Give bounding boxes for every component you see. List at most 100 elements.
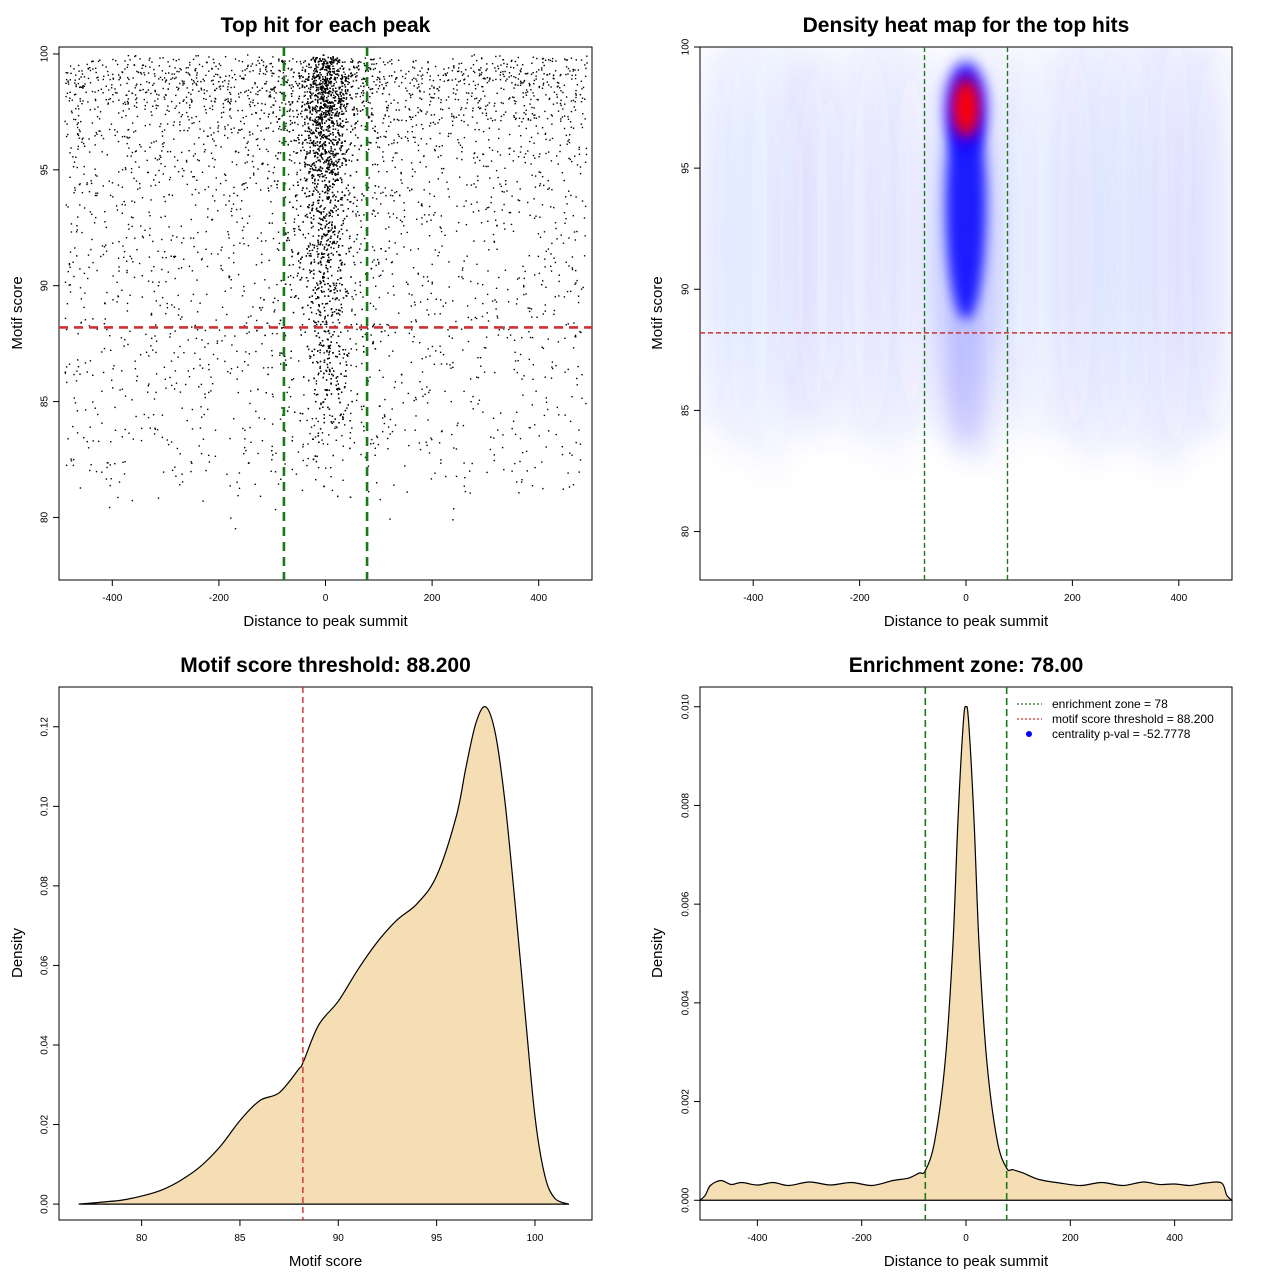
scatter-point — [562, 108, 564, 110]
scatter-point — [363, 214, 365, 216]
scatter-point — [568, 237, 570, 239]
scatter-point — [154, 335, 156, 337]
scatter-point — [226, 473, 228, 475]
scatter-point — [257, 90, 259, 93]
scatter-point — [466, 255, 468, 257]
scatter-point — [320, 403, 322, 406]
scatter-point — [502, 102, 504, 105]
scatter-point — [562, 242, 565, 244]
scatter-point — [324, 323, 326, 326]
scatter-point — [153, 433, 156, 435]
scatter-point — [509, 334, 512, 336]
scatter-point — [86, 63, 88, 66]
scatter-point — [115, 60, 117, 62]
scatter-point — [556, 238, 558, 240]
scatter-point — [126, 82, 128, 85]
scatter-point — [505, 80, 507, 82]
scatter-point — [348, 148, 350, 150]
scatter-point — [313, 76, 315, 79]
scatter-point — [472, 70, 475, 72]
scatter-point — [131, 225, 133, 228]
scatter-point — [371, 63, 373, 65]
scatter-point — [101, 422, 103, 424]
scatter-point — [65, 82, 67, 84]
scatter-point — [519, 84, 522, 86]
scatter-point — [180, 69, 182, 71]
scatter-point — [195, 83, 197, 85]
scatter-point — [130, 168, 133, 170]
scatter-point — [196, 72, 198, 74]
scatter-point — [222, 103, 224, 105]
scatter-point — [382, 417, 384, 419]
scatter-point — [429, 75, 431, 77]
scatter-point — [457, 99, 460, 101]
scatter-point — [265, 148, 268, 151]
scatter-point — [386, 323, 388, 326]
scatter-point — [377, 258, 379, 261]
scatter-point — [148, 355, 150, 357]
scatter-point — [161, 414, 164, 416]
scatter-point — [513, 76, 515, 78]
scatter-point — [500, 119, 502, 122]
scatter-point — [578, 148, 580, 151]
scatter-point — [273, 72, 275, 75]
scatter-point — [394, 191, 396, 194]
scatter-point — [71, 99, 73, 101]
scatter-point — [265, 240, 267, 242]
scatter-point — [579, 166, 582, 168]
scatter-point — [539, 185, 541, 187]
scatter-point — [451, 433, 453, 436]
scatter-point — [286, 110, 288, 113]
scatter-point — [296, 171, 298, 174]
scatter-point — [69, 251, 72, 253]
scatter-point — [532, 56, 534, 58]
scatter-point — [361, 199, 363, 201]
scatter-point — [391, 160, 394, 162]
scatter-point — [394, 424, 397, 426]
scatter-point — [102, 185, 104, 187]
scatter-point — [564, 414, 566, 416]
scatter-point — [488, 249, 490, 251]
scatter-point — [230, 98, 232, 100]
scatter-point — [485, 165, 487, 168]
scatter-point — [96, 328, 98, 330]
scatter-point — [193, 367, 195, 370]
scatter-point — [107, 74, 109, 76]
scatter-point — [270, 106, 272, 108]
scatter-point — [444, 390, 446, 392]
scatter-point — [272, 237, 275, 240]
scatter-point — [200, 87, 202, 89]
scatter-point — [164, 98, 166, 100]
scatter-point — [542, 78, 544, 80]
scatter-point — [84, 319, 87, 321]
scatter-point — [191, 428, 194, 430]
scatter-point — [173, 73, 176, 75]
scatter-point — [560, 104, 562, 107]
scatter-point — [270, 201, 272, 203]
scatter-point — [503, 88, 505, 91]
scatter-point — [433, 195, 435, 197]
scatter-point — [460, 328, 463, 330]
scatter-point — [289, 108, 291, 110]
scatter-point — [395, 109, 397, 111]
scatter-point — [575, 336, 577, 338]
scatter-point — [86, 183, 88, 186]
scatter-point — [486, 312, 488, 314]
scatter-point — [117, 296, 120, 298]
scatter-point — [521, 121, 523, 123]
scatter-point — [117, 496, 119, 499]
scatter-point — [67, 133, 69, 136]
scatter-point — [438, 86, 441, 88]
scatter-point — [160, 216, 162, 219]
scatter-point — [268, 259, 270, 262]
scatter-point — [495, 169, 498, 172]
scatter-point — [233, 244, 235, 247]
scatter-point — [231, 77, 234, 79]
scatter-point — [245, 146, 247, 149]
scatter-point — [234, 528, 237, 530]
scatter-point — [541, 58, 544, 60]
scatter-point — [341, 199, 343, 201]
scatter-point — [408, 115, 411, 118]
scatter-point — [344, 61, 346, 63]
scatter-point — [506, 337, 509, 339]
